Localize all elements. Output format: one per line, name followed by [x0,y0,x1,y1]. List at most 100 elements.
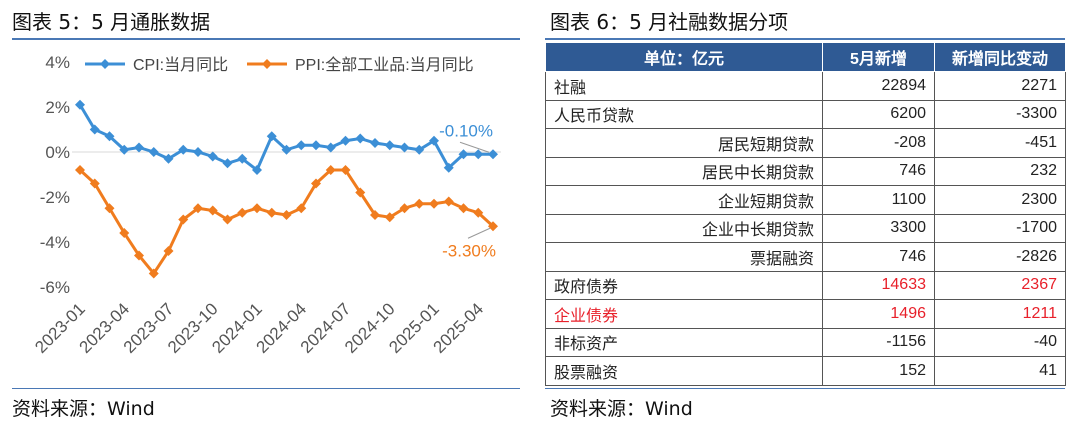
y-tick-label: -2% [40,188,70,207]
table-header-row: 单位：亿元 5月新增 新增同比变动 [545,42,1066,72]
cpi-point [355,133,366,144]
right-source-note: 资料来源：Wind [550,398,693,420]
cpi-point [119,144,130,155]
ppi-point [163,246,174,256]
row-yoy-change-value: 2300 [934,185,1066,215]
ppi-point [252,203,262,214]
table-row: 社融 22894 2271 [545,71,1066,101]
left-title-rule [12,38,520,40]
cpi-point [178,144,189,155]
row-yoy-change-value: 1211 [934,299,1066,329]
cpi-point [75,99,85,110]
ppi-latest-annotation: -3.30% [442,241,496,260]
ppi-point [325,165,336,175]
row-may-new-value: 22894 [822,71,935,101]
row-label: 社融 [545,71,823,101]
header-yoy-change: 新增同比变动 [934,42,1066,72]
table-row: 非标资产 -1156 -40 [545,327,1066,357]
ppi-legend-label: PPI:全部工业品:当月同比 [295,56,474,74]
row-yoy-change-value: -40 [934,327,1066,357]
cpi-point [104,131,115,142]
cpi-point [384,140,395,151]
ppi-point [370,210,380,220]
ppi-point [488,221,498,232]
social-financing-table: 单位：亿元 5月新增 新增同比变动 社融 22894 2271 人民币贷款 6200 -3… [545,42,1066,386]
row-yoy-change-value: 41 [934,356,1066,386]
table-row: 企业债券 1496 1211 [545,299,1066,329]
row-may-new-value: 152 [822,356,935,386]
row-label: 股票融资 [545,356,823,386]
cpi-point [429,135,439,146]
ppi-point [384,212,395,223]
cpi-point [89,124,100,135]
ppi-point [355,187,366,198]
row-label: 票据融资 [545,242,823,272]
ppi-point [458,203,469,214]
table-row: 企业短期贷款 1100 2300 [545,185,1066,215]
cpi-point [414,144,425,155]
y-tick-label: -4% [40,233,70,252]
row-yoy-change-value: 2367 [934,270,1066,300]
row-may-new-value: 14633 [822,270,935,300]
ppi-point [148,268,159,279]
cpi-point [193,147,203,157]
table-row: 股票融资 152 41 [545,356,1066,386]
cpi-point [399,142,410,153]
cpi-point [488,149,498,160]
cpi-point [473,149,484,160]
ppi-point [75,165,85,175]
y-tick-label: 0% [45,143,70,162]
cpi-point [252,165,262,175]
row-may-new-value: 746 [822,156,935,186]
ppi-point [207,205,218,216]
row-may-new-value: -1156 [822,327,935,357]
y-tick-label: -6% [40,278,70,297]
cpi-point [222,158,233,169]
row-label: 企业债券 [545,299,823,329]
ppi-point [266,207,277,218]
cpi-point [370,138,380,148]
row-yoy-change-value: -1700 [934,213,1066,243]
ppi-point [178,214,189,225]
table-row: 票据融资 746 -2826 [545,242,1066,272]
cpi-point [148,147,159,157]
row-label: 企业中长期贷款 [545,213,823,243]
ppi-point [89,178,100,189]
table-row: 居民短期贷款 -208 -451 [545,128,1066,158]
row-label: 企业短期贷款 [545,185,823,215]
row-label: 人民币贷款 [545,99,823,129]
ppi-point [473,207,484,218]
ppi-point [311,178,321,189]
cpi-point [207,151,218,162]
right-bottom-rule [545,388,1065,389]
cpi-point [340,135,351,146]
cpi-legend-marker [100,59,110,69]
table-row: 人民币贷款 6200 -3300 [545,99,1066,129]
cpi-point [296,140,307,151]
header-may-new: 5月新增 [822,42,935,72]
x-tick-label: 2025-04 [430,299,488,357]
cpi-point [281,144,292,155]
ppi-point [119,228,130,238]
cpi-point [443,162,454,173]
cpi-annotation-leader [459,141,490,153]
cpi-legend-label: CPI:当月同比 [133,56,228,74]
left-panel-title: 图表 5：5 月通胀数据 [12,10,211,34]
row-yoy-change-value: 232 [934,156,1066,186]
y-tick-label: 2% [45,98,70,117]
row-may-new-value: 3300 [822,213,935,243]
ppi-point [193,203,203,214]
ppi-point [429,198,439,209]
row-label: 居民中长期贷款 [545,156,823,186]
ppi-point [134,250,144,261]
ppi-point [222,214,233,225]
left-bottom-rule [12,388,520,389]
cpi-point [237,153,248,164]
right-title-rule [545,38,1065,40]
ppi-annotation-leader [467,227,491,239]
ppi-point [340,165,351,175]
cpi-point [311,140,321,151]
cpi-point [458,149,469,160]
cpi-point [134,142,144,153]
ppi-legend-marker [262,59,272,69]
